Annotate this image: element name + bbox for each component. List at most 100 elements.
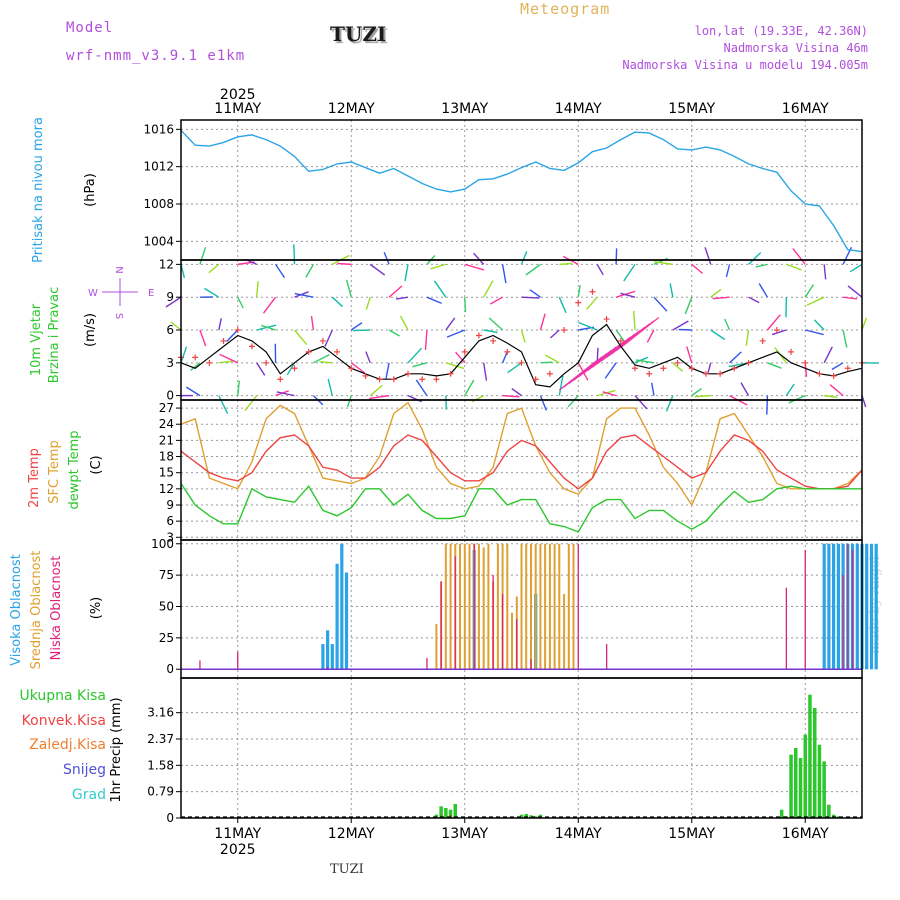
day-label-bottom: 12MAY — [328, 826, 375, 842]
mid-cloud-axis-title: Srednja Oblacnost — [29, 551, 44, 670]
gust-marker — [603, 316, 610, 323]
dewpt-axis-title: dewpt Temp — [67, 430, 82, 509]
wind-barb — [813, 319, 825, 331]
mid-cloud-bar — [572, 543, 575, 670]
temp2m-line — [180, 434, 863, 490]
wind-barb — [766, 395, 769, 415]
gust-marker — [589, 288, 596, 295]
total-rain-bar — [789, 754, 793, 818]
panel-frame — [180, 399, 863, 541]
low-cloud-bar — [501, 593, 504, 670]
model-elevation-label: Nadmorska Visina u modelu 194.005m — [622, 58, 868, 72]
panel-frame — [180, 677, 863, 819]
wind-barb — [710, 288, 722, 298]
wind-barb — [558, 296, 567, 314]
wind-barb — [203, 287, 220, 298]
wind-barb — [185, 386, 201, 397]
wind-barb — [748, 296, 760, 304]
low-cloud-bar — [237, 651, 239, 670]
total-rain-bar — [836, 816, 841, 818]
gust-marker — [788, 348, 795, 355]
wind-barb — [694, 394, 711, 398]
wind-barb — [483, 329, 498, 334]
wind-barb — [471, 395, 484, 403]
wind-barb — [313, 353, 330, 364]
gust-marker — [475, 332, 482, 339]
mid-cloud-bar — [553, 543, 556, 670]
precip-legend-item: Snijeg — [63, 762, 106, 778]
mid-cloud-bar — [548, 543, 551, 670]
pressure-unit-label: (hPa) — [83, 173, 98, 207]
y-tick-label: 12 — [159, 482, 174, 496]
data-marks-layer — [178, 129, 878, 818]
mid-cloud-bar — [487, 543, 490, 670]
wind-barb — [324, 329, 333, 347]
high-cloud-bar — [832, 543, 836, 670]
cloud-unit-label: (%) — [89, 597, 104, 620]
mid-cloud-bar — [539, 543, 542, 670]
gust-marker — [192, 354, 199, 361]
wind-barb — [633, 310, 636, 331]
y-tick-label: 21 — [159, 433, 174, 447]
y-tick-label: 1008 — [143, 197, 174, 211]
mid-cloud-bar — [449, 543, 452, 670]
model-name: wrf-nmm_v3.9.1 e1km — [66, 48, 246, 64]
gust-marker — [433, 376, 440, 383]
wind-barb — [766, 314, 781, 331]
wind-barb — [293, 329, 308, 346]
y-tick-label: 3 — [166, 530, 174, 544]
wind-barb — [559, 262, 573, 266]
gust-marker — [490, 337, 497, 344]
wind-barb — [521, 296, 540, 299]
wind-barb — [345, 279, 352, 298]
wind-barb — [294, 292, 314, 298]
wind-barb — [539, 395, 548, 411]
wind-barb — [346, 395, 352, 408]
wind-axis-title-1: 10m Vjetar — [29, 303, 44, 376]
gust-marker — [773, 327, 780, 333]
wind-barb — [482, 362, 488, 381]
wind-barb — [337, 262, 352, 266]
y-tick-label: 75 — [159, 568, 174, 582]
gust-marker — [575, 299, 582, 306]
wind-axis-title-2: Brzina i Pravac — [47, 287, 62, 384]
wind-barb — [507, 362, 522, 374]
wind-barb — [691, 388, 702, 397]
gust-marker — [319, 337, 326, 344]
day-label-bottom: 11MAY — [214, 826, 261, 842]
wind-barb — [219, 353, 239, 364]
wind-barb — [489, 296, 503, 305]
wind-barb — [327, 378, 334, 396]
wind-barb — [824, 394, 838, 399]
y-tick-label: 50 — [159, 599, 174, 613]
high-cloud-axis-title: Visoka Oblacnost — [9, 554, 24, 666]
gust-marker — [688, 365, 695, 372]
footer-station-label: TUZI — [330, 862, 364, 877]
pressure-line — [180, 129, 863, 253]
wind-barb — [729, 351, 742, 364]
wind-barb — [369, 263, 386, 276]
high-cloud-bar — [874, 543, 878, 670]
wind-barb — [653, 261, 673, 266]
wind-barb — [276, 391, 295, 397]
mid-cloud-bar — [544, 543, 547, 670]
wind-barb — [706, 362, 712, 375]
total-rain-bar — [794, 748, 798, 818]
wind-barb — [293, 244, 296, 265]
wind-barb — [623, 263, 636, 282]
wind-barb — [672, 362, 684, 372]
total-rain-bar — [519, 814, 524, 818]
wind-barb — [646, 329, 655, 343]
wind-barb — [395, 296, 409, 300]
panel-frame — [180, 119, 863, 261]
total-rain-bar — [827, 804, 831, 818]
wind-barb — [771, 329, 787, 336]
precip-legend-item: Ukupna Kisa — [19, 688, 106, 704]
low-cloud-bar — [842, 575, 844, 670]
wind-barb — [473, 252, 485, 265]
high-cloud-bar — [321, 644, 325, 670]
wind-barb — [237, 296, 244, 309]
wind-barb — [255, 281, 259, 298]
wind-barb — [745, 329, 750, 346]
mid-cloud-bar — [435, 624, 438, 670]
